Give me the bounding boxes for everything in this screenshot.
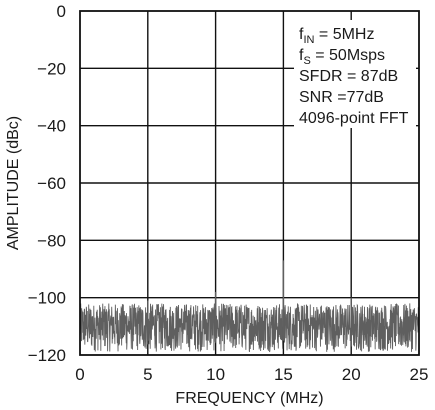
annotation-line: fS = 50Msps [299,47,385,67]
x-tick-label: 25 [410,365,429,384]
y-tick-label: −100 [28,289,66,308]
y-tick-label: −60 [37,174,66,193]
y-tick-label: −40 [37,117,66,136]
x-tick-label: 15 [274,365,293,384]
annotation-line: fIN = 5MHz [299,26,374,46]
annotation-line: 4096-point FFT [299,110,409,127]
plot-frame [79,10,420,356]
annotation-line: SFDR = 87dB [299,68,398,85]
annotation-line: SNR =77dB [299,89,384,106]
y-tick-labels: 0 −20 −40 −60 −80 −100 −120 [28,2,66,365]
x-tick-label: 10 [206,365,225,384]
x-tick-label: 5 [143,365,152,384]
y-tick-label: 0 [57,2,66,21]
x-tick-labels: 0 5 10 15 20 25 [75,365,428,384]
x-tick-label: 20 [342,365,361,384]
y-tick-label: −120 [28,346,66,365]
y-tick-label: −80 [37,231,66,250]
y-axis-label: AMPLITUDE (dBc) [5,116,22,250]
x-axis-label: FREQUENCY (MHz) [175,390,323,407]
fft-trace [79,260,420,353]
annotation-background [294,20,416,128]
y-tick-label: −20 [37,59,66,78]
x-tick-label: 0 [75,365,84,384]
noise-floor-trace [79,302,420,353]
